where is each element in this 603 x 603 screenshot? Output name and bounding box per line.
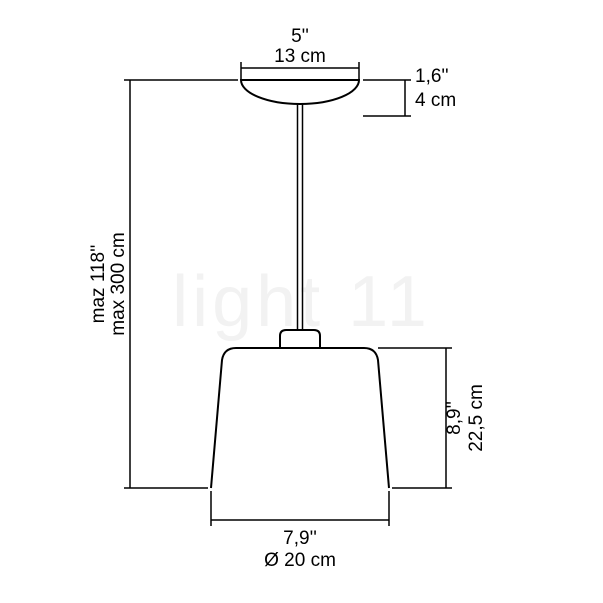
dim-shade-height-metric: 22,5 cm [466, 384, 487, 452]
dim-canopy-height: 1,6'' 4 cm [363, 66, 456, 116]
dim-canopy-width: 5'' 13 cm [241, 26, 359, 80]
dim-total-height-metric: max 300 cm [108, 232, 129, 335]
dimension-drawing: 5'' 13 cm 1,6'' 4 cm maz 118'' max 300 c… [0, 0, 603, 603]
dim-shade-height-imperial: 8,9'' [444, 401, 465, 435]
dim-canopy-height-imperial: 1,6'' [415, 66, 449, 87]
dim-shade-width: 7,9'' Ø 20 cm [211, 491, 389, 571]
dim-shade-width-imperial: 7,9'' [283, 528, 317, 549]
socket-outline [280, 330, 320, 348]
dim-shade-width-metric: Ø 20 cm [264, 550, 336, 571]
dim-canopy-height-metric: 4 cm [415, 90, 456, 111]
canopy-outline [241, 80, 359, 104]
dim-shade-height: 8,9'' 22,5 cm [378, 348, 487, 488]
dim-canopy-width-metric: 13 cm [274, 46, 326, 67]
dim-total-height-imperial: maz 118'' [88, 245, 109, 324]
dim-canopy-width-imperial: 5'' [291, 26, 309, 47]
shade-outline [211, 348, 389, 488]
